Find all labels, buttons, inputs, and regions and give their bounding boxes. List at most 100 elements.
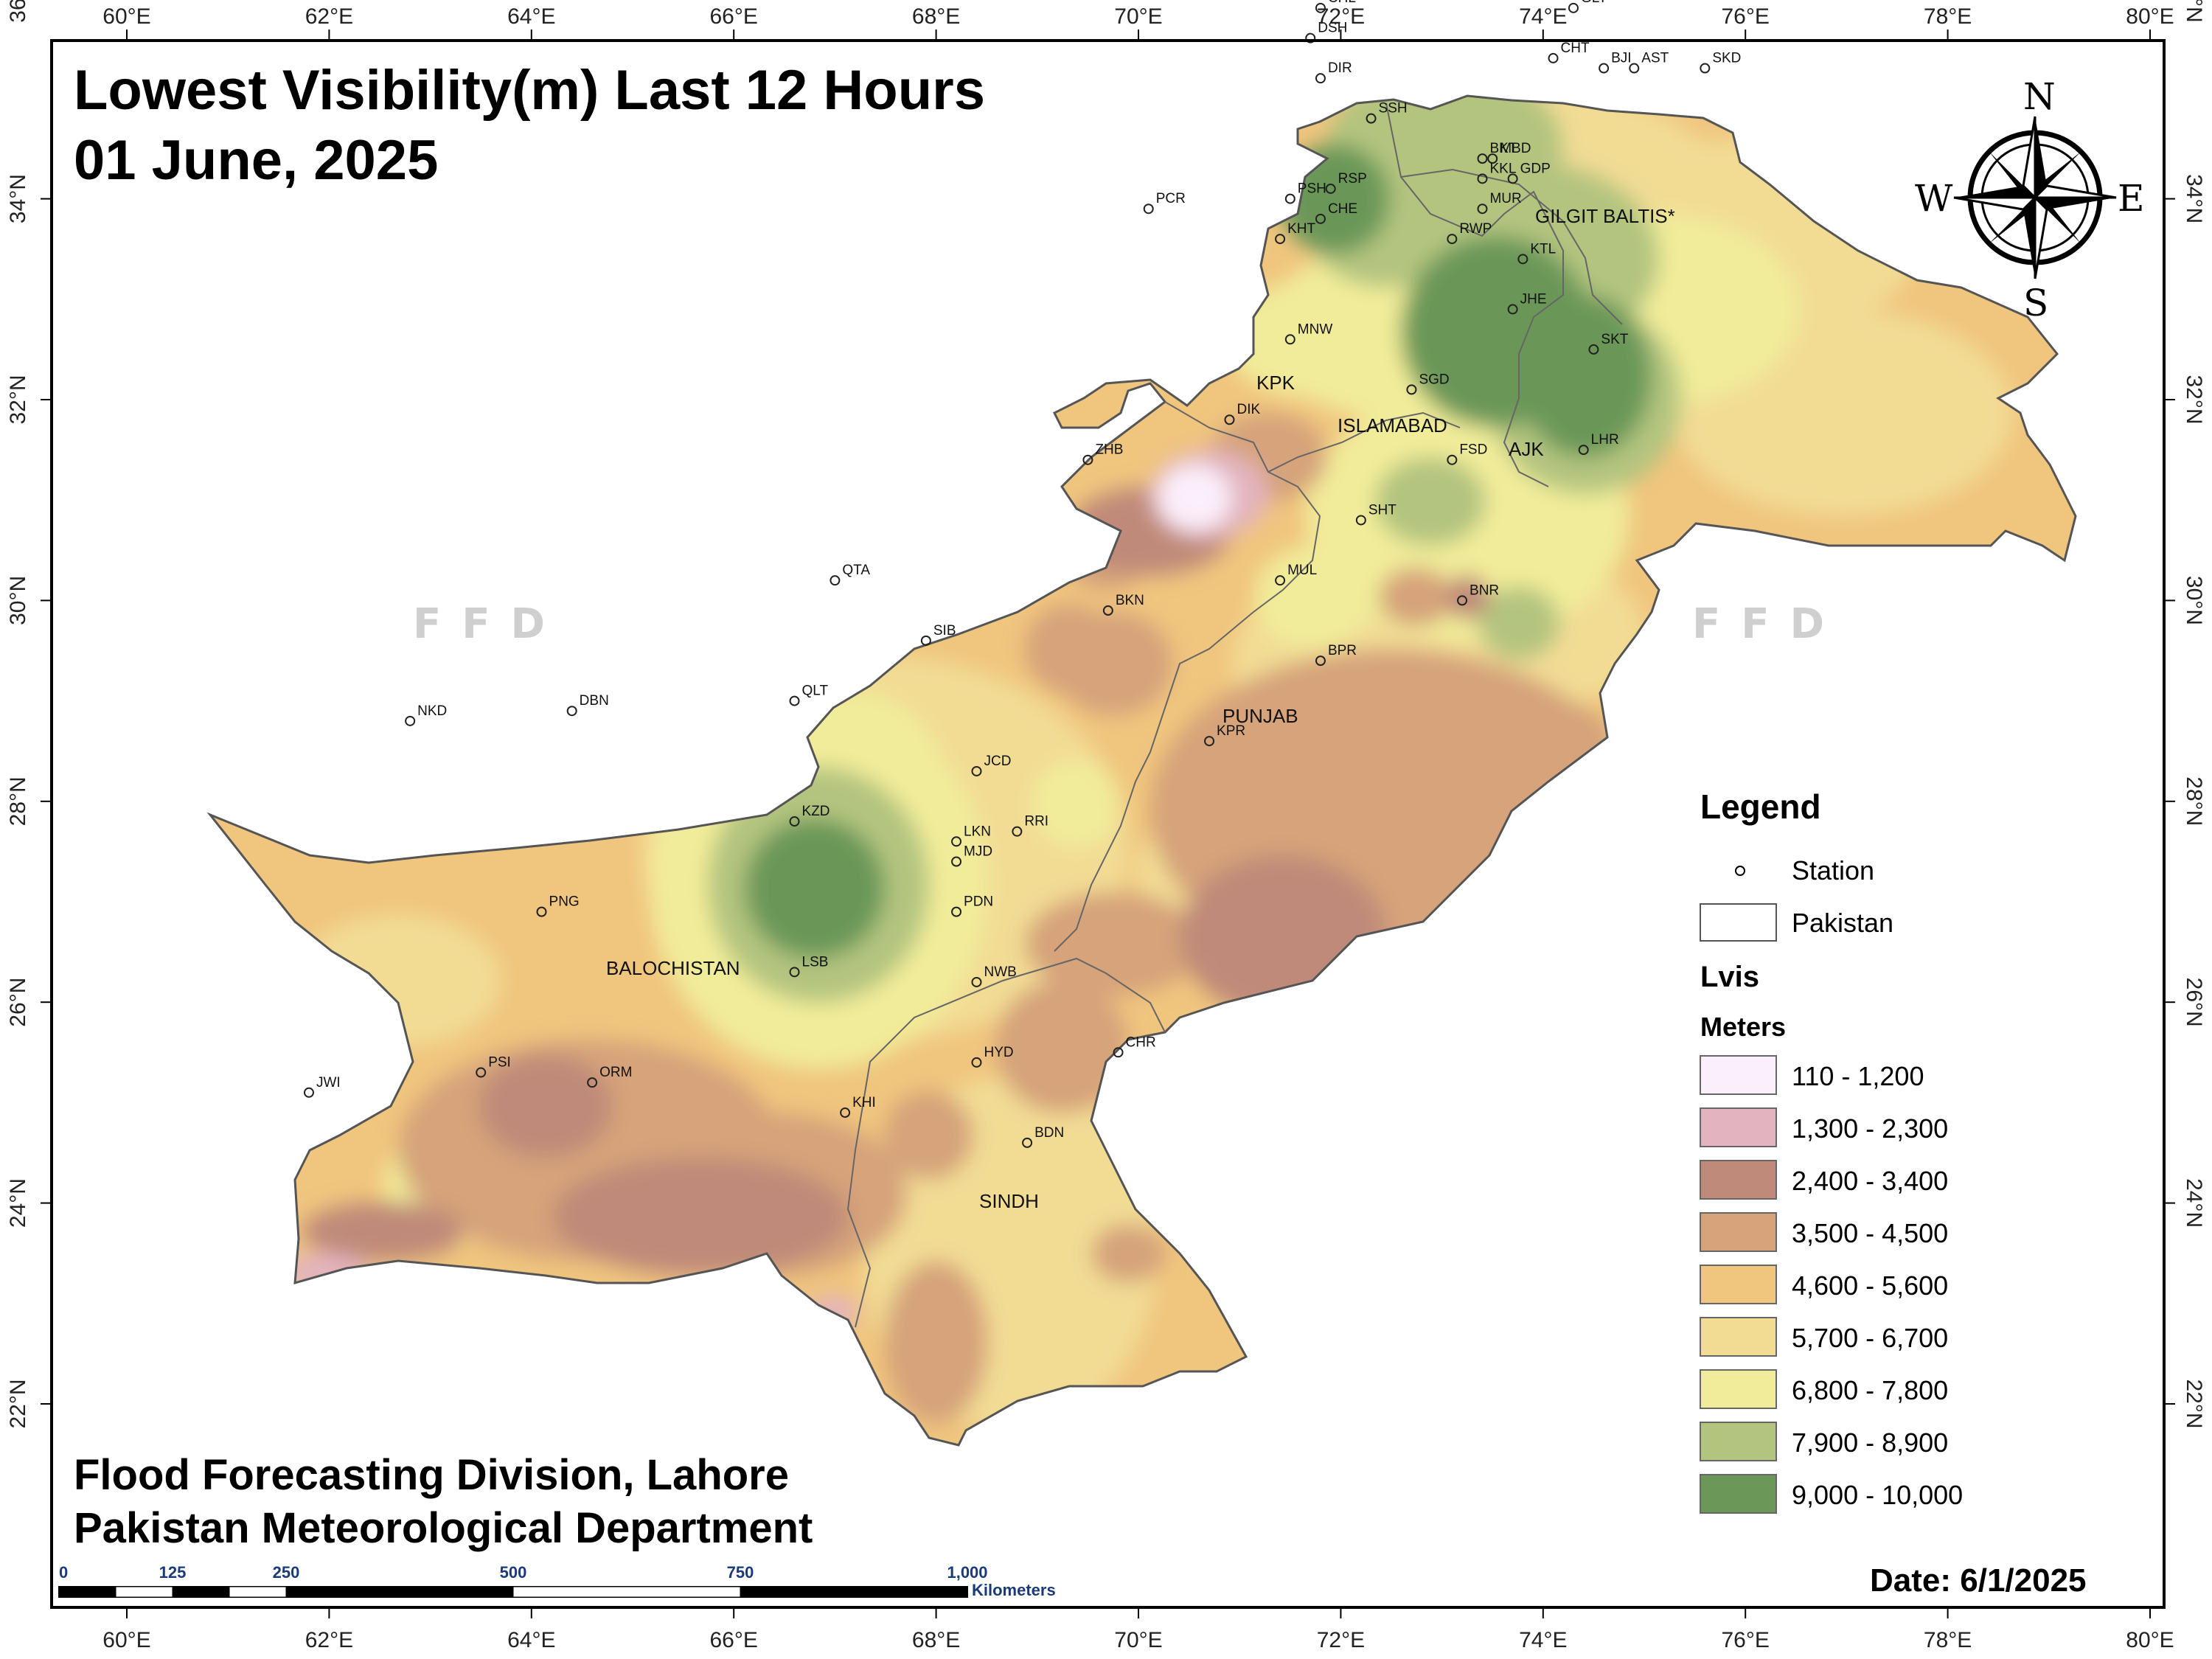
station-label: GDP (1520, 161, 1551, 176)
legend-swatch (1700, 1107, 1777, 1147)
station-label: DIK (1237, 402, 1260, 417)
legend-swatch (1700, 1369, 1777, 1409)
station-label: PNG (549, 894, 580, 910)
lat-tick-label-left: 22°N (6, 1379, 30, 1428)
legend-class-item: 4,600 - 5,600 (1700, 1265, 1948, 1304)
lon-tick-label-bottom: 62°E (305, 1628, 353, 1652)
station-label: SKT (1601, 332, 1628, 347)
station-label: KKL (1489, 161, 1516, 176)
station-label: QTA (842, 563, 870, 578)
station-mnw: MNW (1284, 321, 1333, 345)
scale-tick-label: 1,000 (947, 1563, 987, 1582)
scale-tick-label: 250 (273, 1563, 300, 1582)
legend-class-label: 9,000 - 10,000 (1792, 1480, 1963, 1510)
legend-class-label: 5,700 - 6,700 (1792, 1323, 1948, 1353)
station-label: CHR (1126, 1034, 1156, 1050)
legend-swatch (1700, 1422, 1777, 1461)
credit-department: Pakistan Meteorological Department (74, 1504, 813, 1552)
lon-tick-label-top: 80°E (2126, 4, 2174, 29)
graticule: 60°E 60°E 62°E 62°E 64°E 64°E 66°E 66°E 68°E 68°E… (6, 0, 2206, 1652)
legend-class-label: 110 - 1,200 (1792, 1061, 1924, 1091)
station-kkl: KKL (1477, 161, 1516, 184)
legend: Legend Station Pakistan Lvis Meters 110 … (1700, 787, 1963, 1514)
legend-class-item: 9,000 - 10,000 (1700, 1474, 1963, 1514)
scale-tick-label: 500 (500, 1563, 527, 1582)
station-jhe: JHE (1507, 291, 1547, 315)
station-qta: QTA (830, 563, 870, 586)
date-label: Date: 6/1/2025 (1870, 1562, 2087, 1599)
legend-swatch (1700, 1055, 1777, 1095)
station-label: RSP (1338, 171, 1367, 187)
lon-tick-label-top: 78°E (1924, 4, 1972, 29)
legend-class-item: 3,500 - 4,500 (1700, 1212, 1948, 1252)
station-label: LKN (964, 824, 991, 839)
station-label: BDN (1034, 1125, 1064, 1141)
station-label: AST (1641, 51, 1669, 66)
station-label: NKD (417, 703, 447, 719)
lat-tick-label-right: 34°N (2182, 174, 2206, 223)
station-label: LSB (802, 954, 829, 970)
station-label: HYD (984, 1045, 1013, 1060)
station-chr: CHR (1113, 1034, 1156, 1058)
legend-swatch (1700, 1212, 1777, 1252)
station-label: ZHB (1095, 442, 1123, 458)
station-ast: AST (1629, 51, 1669, 74)
legend-title: Legend (1700, 787, 1821, 826)
region-label-sindh: SINDH (979, 1190, 1039, 1212)
station-label: SGD (1419, 372, 1449, 387)
station-label: PDN (964, 894, 993, 910)
lat-tick-label-right: 22°N (2182, 1379, 2206, 1428)
lat-tick-label-left: 34°N (6, 174, 30, 223)
station-label: MNW (1298, 321, 1333, 337)
credit-division: Flood Forecasting Division, Lahore (74, 1451, 789, 1499)
watermark: FFD (1692, 600, 1845, 648)
lon-tick-label-bottom: 74°E (1519, 1628, 1567, 1652)
station-label: KHI (852, 1095, 876, 1110)
region-label-kpk: KPK (1256, 372, 1295, 394)
station-label: SHT (1368, 502, 1397, 518)
lon-tick-label-bottom: 78°E (1924, 1628, 1972, 1652)
station-label: SKD (1712, 51, 1741, 66)
station-label: JWI (316, 1075, 341, 1091)
station-mul: MUL (1275, 563, 1317, 586)
station-label: SSH (1379, 101, 1408, 116)
watermark: FFD (413, 600, 566, 648)
station-sht: SHT (1355, 502, 1397, 526)
station-label: DBN (580, 693, 609, 709)
legend-class-item: 5,700 - 6,700 (1700, 1317, 1948, 1357)
lat-tick-label-left: 24°N (6, 1178, 30, 1228)
station-nkd: NKD (405, 703, 447, 726)
station-bkt: BKT (1477, 141, 1517, 164)
station-label: MUR (1489, 191, 1521, 206)
station-label: GLT (1581, 0, 1607, 6)
lat-tick-label-right: 30°N (2182, 576, 2206, 625)
station-lsb: LSB (789, 954, 829, 978)
legend-class-label: 1,300 - 2,300 (1792, 1113, 1948, 1144)
lon-tick-label-top: 60°E (102, 4, 150, 29)
station-bdn: BDN (1022, 1125, 1064, 1148)
station-chl: CHL (1315, 0, 1356, 13)
region-label-gilgit-baltistan: GILGIT BALTIS* (1535, 205, 1675, 227)
station-label: NWB (984, 964, 1016, 980)
lat-tick-label-left: 28°N (6, 776, 30, 826)
legend-class-item: 6,800 - 7,800 (1700, 1369, 1948, 1409)
station-label: PSI (488, 1055, 511, 1071)
province-borders (846, 102, 1623, 1328)
legend-swatch (1700, 1265, 1777, 1304)
station-bkn: BKN (1102, 593, 1144, 616)
station-che: CHE (1315, 201, 1357, 224)
station-cht: CHT (1548, 41, 1590, 63)
map-title: Lowest Visibility(m) Last 12 Hours (74, 59, 985, 122)
lon-tick-label-bottom: 72°E (1317, 1628, 1365, 1652)
station-kpr: KPR (1204, 723, 1245, 747)
station-label: ORM (599, 1065, 632, 1080)
station-psh: PSH (1284, 181, 1326, 204)
station-pdn: PDN (951, 894, 993, 917)
lat-tick-label-left: 26°N (6, 978, 30, 1027)
station-label: JCD (984, 754, 1011, 769)
lon-tick-label-bottom: 76°E (1722, 1628, 1770, 1652)
legend-station: Station (1792, 855, 1874, 886)
legend-unit: Meters (1700, 1012, 1786, 1042)
station-label: BNR (1470, 582, 1499, 598)
lat-tick-label-right: 32°N (2182, 375, 2206, 424)
